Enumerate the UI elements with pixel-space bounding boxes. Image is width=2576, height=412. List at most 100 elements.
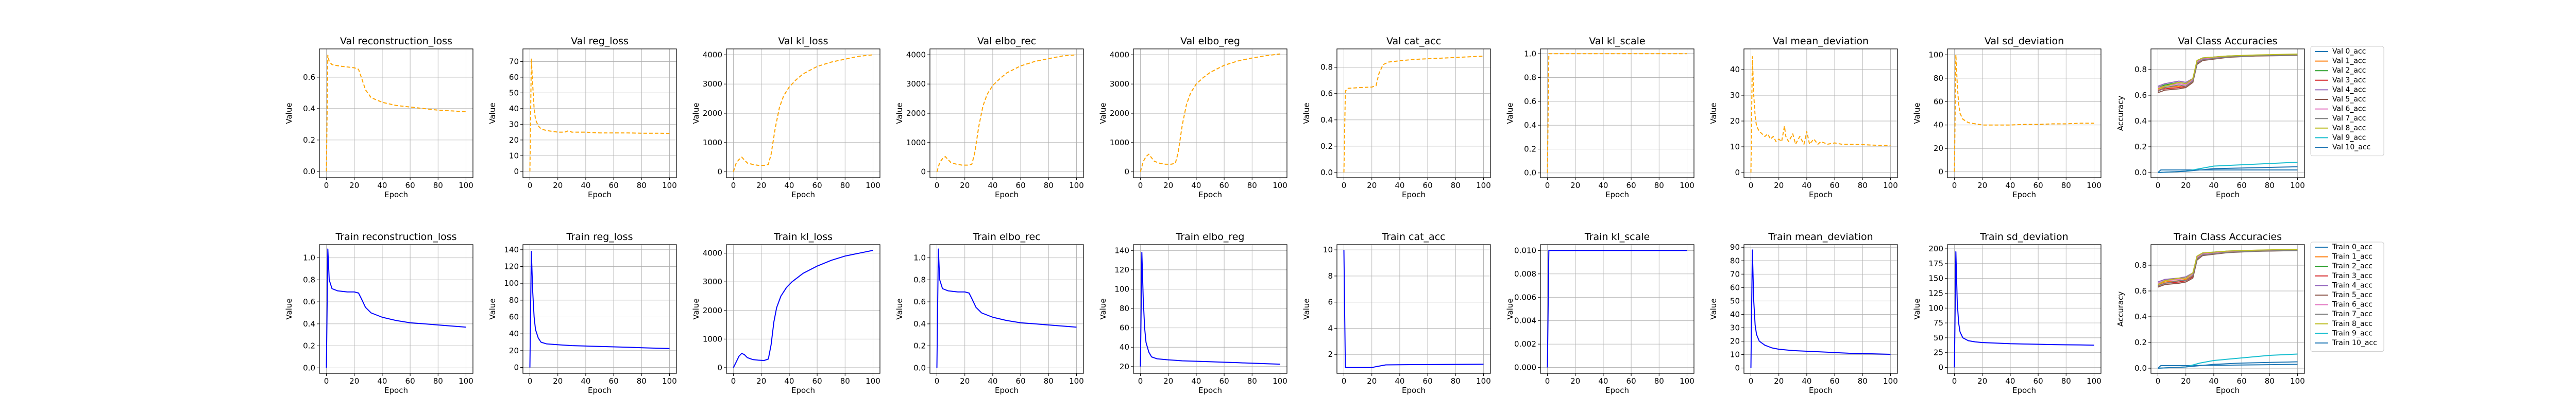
y-tick-label: 3000 [703,277,722,286]
y-tick-label: 0.000 [1514,363,1536,372]
x-tick-label: 80 [1654,376,1664,386]
x-tick-label: 80 [1858,181,1868,190]
legend-label: Train 0_acc [2332,243,2372,251]
x-tick-label: 0 [1749,376,1754,386]
subplot: 0 20 40 60 80 100 0.000 0.002 0.004 0.006 0.008 0.0… [1505,231,1694,395]
series-line [2158,54,2298,87]
subplot: 0 20 40 60 80 100 0.0 0.2 0.4 0.6 0.8 Val cat_acc Ep… [1302,36,1491,199]
y-tick-label: 20 [509,135,519,145]
x-tick-label: 40 [988,376,997,386]
y-axis-label: Value [488,102,497,124]
series-line [733,250,873,368]
x-tick-label: 100 [2087,181,2102,190]
y-tick-label: 4 [1328,323,1333,333]
x-tick-label: 0 [528,181,533,190]
subplot: 0 20 40 60 80 100 0 10 20 30 40 50 60 70 Val reg_loss E… [488,36,677,199]
series-line [1343,250,1484,368]
y-axis-label: Value [691,102,701,124]
axes-frame [1947,244,2102,374]
y-tick-label: 1000 [703,138,722,147]
series-line [1140,252,1280,367]
y-tick-label: 0.6 [913,297,926,306]
y-tick-label: 80 [1934,74,1943,83]
x-tick-label: 80 [1044,376,1054,386]
x-tick-label: 80 [1247,376,1257,386]
y-tick-label: 0.8 [303,275,315,284]
x-tick-label: 80 [1654,181,1664,190]
x-tick-label: 100 [1273,181,1287,190]
y-tick-label: 0.2 [1320,142,1333,151]
y-tick-label: 10 [1730,350,1740,359]
subplot: 0 20 40 60 80 100 2 4 6 8 10 Train cat_acc Epoch Valu… [1302,231,1491,395]
y-tick-label: 30 [1730,323,1740,332]
y-tick-label: 0 [717,363,722,372]
x-tick-label: 100 [1069,376,1084,386]
y-tick-label: 0.2 [303,341,315,351]
y-tick-label: 25 [1934,348,1943,357]
chart-title: Val reg_loss [571,36,629,47]
y-axis-label: Value [1709,298,1718,319]
chart-title: Train Class Accuracies [2173,231,2282,243]
x-tick-label: 0 [1342,181,1347,190]
chart-title: Train mean_deviation [1768,231,1873,243]
legend-label: Val 8_acc [2332,124,2366,132]
series-line [1547,250,1687,368]
y-tick-label: 70 [1730,269,1740,279]
legend-label: Train 2_acc [2332,262,2372,270]
y-tick-label: 60 [509,313,519,322]
y-tick-label: 80 [1120,304,1129,313]
axes-frame [726,244,880,374]
y-tick-label: 0.6 [1524,97,1536,106]
legend-label: Val 5_acc [2332,95,2366,104]
x-tick-label: 20 [1977,181,1987,190]
y-tick-label: 40 [1934,121,1943,130]
x-tick-label: 60 [2033,181,2043,190]
legend-label: Val 1_acc [2332,57,2366,65]
y-tick-label: 10 [509,151,519,160]
x-tick-label: 100 [1476,376,1491,386]
y-tick-label: 2000 [703,306,722,315]
x-axis-label: Epoch [588,386,612,395]
x-tick-label: 60 [2237,181,2247,190]
x-axis-label: Epoch [791,190,815,199]
y-axis-label: Value [1098,298,1108,319]
y-tick-label: 0.2 [303,135,315,145]
y-tick-label: 0.008 [1514,269,1536,279]
x-tick-label: 0 [1749,181,1754,190]
y-tick-label: 2 [1328,350,1333,359]
subplot: 0 20 40 60 80 100 0.0 0.2 0.4 0.6 0.8 1.0 Train elbo… [895,231,1084,395]
x-tick-label: 0 [1545,181,1550,190]
x-tick-label: 40 [1598,181,1608,190]
x-tick-label: 20 [1367,181,1377,190]
y-axis-label: Value [1098,102,1108,124]
y-tick-label: 0.0 [2134,168,2147,177]
x-tick-label: 80 [1044,181,1054,190]
x-tick-label: 20 [1774,181,1784,190]
y-tick-label: 3000 [906,79,926,89]
x-tick-label: 100 [2290,376,2305,386]
axes-frame [319,48,473,178]
y-axis-label: Value [1912,102,1922,124]
x-tick-label: 60 [1626,181,1636,190]
y-tick-label: 40 [1730,310,1740,319]
y-tick-label: 8 [1328,271,1333,281]
x-tick-label: 40 [988,181,997,190]
legend-label: Train 5_acc [2332,291,2372,299]
x-tick-label: 20 [1163,181,1173,190]
x-tick-label: 80 [2061,376,2071,386]
x-tick-label: 20 [1570,181,1580,190]
legend-label: Train 10_acc [2332,339,2377,347]
axes-frame [929,244,1084,374]
series-line [2158,166,2298,173]
y-tick-label: 0.2 [2134,142,2147,151]
x-tick-label: 100 [662,376,677,386]
y-tick-label: 2000 [1110,109,1129,118]
x-tick-label: 20 [349,181,359,190]
legend-label: Val 10_acc [2332,143,2370,151]
x-axis-label: Epoch [1198,386,1222,395]
x-tick-label: 20 [349,376,359,386]
subplot: 0 20 40 60 80 100 0 20 40 60 80 100 Val sd_deviation… [1912,36,2102,199]
x-tick-label: 60 [2033,376,2043,386]
